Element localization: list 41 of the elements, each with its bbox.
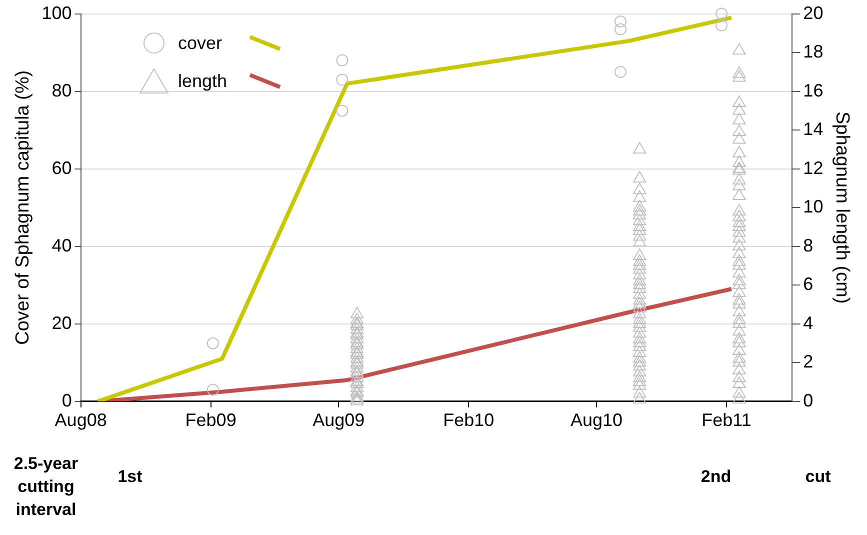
text: cut: [804, 466, 832, 488]
point: [716, 8, 728, 20]
y2-tick-label: 0: [803, 390, 814, 410]
y2-tick-label: 14: [803, 119, 824, 140]
point: [336, 74, 348, 86]
point: [336, 104, 348, 117]
point: [614, 23, 627, 36]
y2-tick-label: 4: [803, 312, 814, 333]
y2-tick-label: 10: [803, 196, 824, 217]
y-axis-title: Cover of Sphagnum capitula (%): [12, 70, 34, 345]
y-tick-label: 100: [42, 2, 72, 23]
point: [716, 19, 728, 32]
text: 2.5-year cutting interval: [12, 453, 80, 521]
y2-tick-label: 12: [803, 158, 824, 178]
x-tick-label: Aug10: [570, 410, 623, 430]
y-tick-label: 60: [52, 158, 72, 178]
y2-tick-label: 16: [803, 80, 824, 100]
text: 2nd: [700, 466, 732, 488]
x-tick-label: Feb10: [443, 410, 494, 430]
point: [206, 384, 219, 396]
legend-label: cover: [178, 32, 224, 54]
y-tick-label: 20: [52, 312, 72, 333]
text: 1st: [116, 466, 144, 488]
y2-tick-label: 18: [803, 42, 824, 62]
point: [614, 66, 627, 78]
y2-axis-title: Sphagnum length (cm): [831, 111, 852, 304]
y2-tick-label: 2: [803, 352, 814, 372]
x-tick-label: Aug08: [54, 410, 107, 430]
y2-tick-label: 20: [803, 2, 824, 23]
y2-tick-label: 6: [803, 274, 814, 294]
point: [336, 54, 348, 66]
y-tick-label: 40: [52, 235, 72, 256]
y-tick-label: 80: [52, 80, 72, 100]
point: [206, 337, 219, 350]
x-tick-label: Feb09: [185, 410, 236, 430]
point: [614, 16, 627, 28]
x-tick-label: Aug09: [312, 410, 365, 430]
legend-label: length: [178, 70, 228, 92]
x-tick-label: Feb11: [702, 410, 752, 430]
y-tick-label: 0: [62, 390, 72, 410]
y2-tick-label: 8: [803, 235, 814, 256]
